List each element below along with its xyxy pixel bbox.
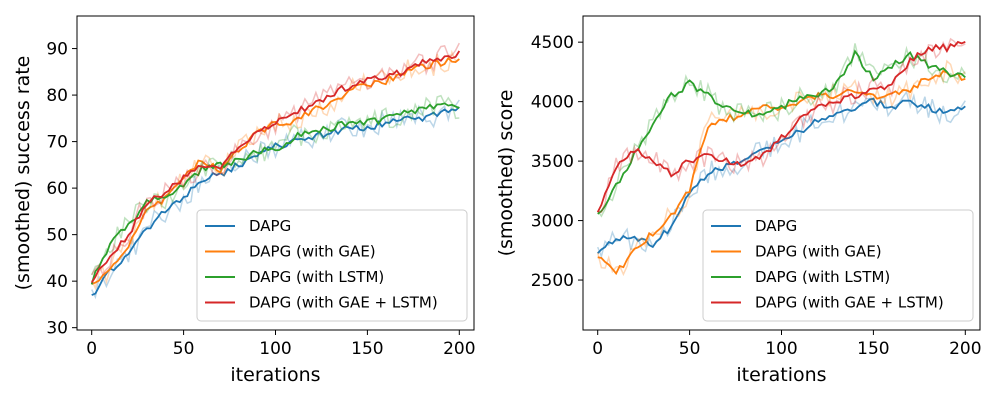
series-line-1 bbox=[91, 106, 460, 296]
x-axis-label: iterations bbox=[736, 364, 826, 386]
series-line-1 bbox=[597, 97, 966, 254]
y-tick-label: 50 bbox=[46, 226, 68, 246]
series-line-2 bbox=[597, 69, 966, 276]
series-line-2 bbox=[91, 56, 460, 285]
x-tick-label: 100 bbox=[259, 339, 291, 359]
legend: DAPG DAPG (with GAE) DAPG (with LSTM) DAPG … bbox=[702, 209, 974, 322]
y-axis-label: (smoothed) score bbox=[495, 90, 517, 257]
y-tick-label: 30 bbox=[46, 319, 68, 339]
legend-label: DAPG (with GAE + LSTM) bbox=[249, 294, 438, 312]
series-line-4 bbox=[596, 40, 966, 213]
x-axis-label: iterations bbox=[230, 364, 320, 386]
y-tick-label: 4500 bbox=[531, 33, 574, 53]
x-tick-label: 100 bbox=[765, 339, 797, 359]
y-tick-label: 70 bbox=[46, 133, 68, 153]
legend-label: DAPG (with LSTM) bbox=[755, 268, 890, 286]
series-line-4 bbox=[90, 50, 461, 284]
x-tick-label: 200 bbox=[949, 339, 981, 359]
legend-label: DAPG bbox=[755, 217, 797, 235]
legend-box bbox=[702, 209, 974, 322]
legend-label: DAPG (with GAE) bbox=[755, 243, 882, 261]
chart-panel-1: 0 50 100 150 200 30 40 50 60 70 80 90 iterations (smo… bbox=[12, 15, 476, 386]
series-raw-line-3 bbox=[597, 43, 966, 218]
x-tick-label: 50 bbox=[173, 339, 195, 359]
series-raw-line-4 bbox=[91, 42, 460, 276]
y-tick-label: 90 bbox=[46, 40, 68, 60]
y-tick-label: 80 bbox=[46, 86, 68, 106]
legend-label: DAPG (with GAE) bbox=[249, 243, 376, 261]
x-tick-label: 0 bbox=[592, 339, 603, 359]
legend-label: DAPG (with GAE + LSTM) bbox=[755, 294, 944, 312]
legend-label: DAPG (with LSTM) bbox=[249, 268, 384, 286]
y-tick-label: 40 bbox=[46, 272, 68, 292]
x-tick-label: 0 bbox=[86, 339, 97, 359]
y-axis-label: (smoothed) success rate bbox=[12, 56, 34, 291]
legend-label: DAPG bbox=[249, 217, 291, 235]
x-tick-label: 150 bbox=[857, 339, 889, 359]
y-tick-label: 2500 bbox=[531, 271, 574, 291]
legend-box bbox=[196, 209, 468, 322]
y-tick-label: 3000 bbox=[531, 212, 574, 232]
y-tick-label: 3500 bbox=[531, 152, 574, 172]
x-tick-label: 200 bbox=[443, 339, 475, 359]
series-line-3 bbox=[597, 49, 966, 215]
y-tick-label: 4000 bbox=[531, 93, 574, 113]
legend: DAPG DAPG (with GAE) DAPG (with LSTM) DAPG … bbox=[196, 209, 468, 322]
y-tick-label: 60 bbox=[46, 179, 68, 199]
x-tick-label: 150 bbox=[351, 339, 383, 359]
chart-panel-2: 0 50 100 150 200 2500 3000 3500 4000 4500 iteratio… bbox=[495, 15, 982, 386]
x-tick-label: 50 bbox=[679, 339, 701, 359]
